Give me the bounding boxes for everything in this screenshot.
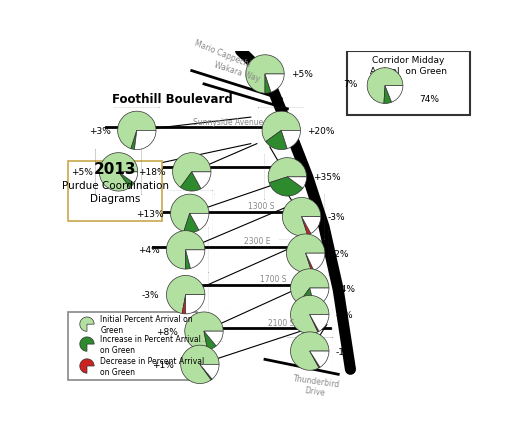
Text: Foothill Boulevard: Foothill Boulevard [112,93,233,106]
Text: +35%: +35% [313,173,341,182]
Text: 1300 S: 1300 S [248,202,274,211]
Text: -3%: -3% [142,291,160,299]
Text: 14%: 14% [336,284,356,293]
Text: +3%: +3% [89,126,111,135]
Text: +18%: +18% [138,168,166,177]
FancyBboxPatch shape [68,162,162,221]
Text: Thunderbird
Drive: Thunderbird Drive [291,373,341,399]
Text: +13%: +13% [136,209,164,218]
Text: +1%: +1% [152,360,174,369]
Text: 7%: 7% [343,80,358,89]
FancyBboxPatch shape [347,52,470,116]
Text: +5%: +5% [70,168,92,177]
Text: Purdue Coordination
Diagrams: Purdue Coordination Diagrams [62,181,169,204]
Text: -1%: -1% [336,310,353,319]
Text: Corridor Midday
Arrival  on Green: Corridor Midday Arrival on Green [370,55,447,76]
Text: +8%: +8% [156,327,178,336]
Text: Wakara Way: Wakara Way [213,61,260,84]
Text: -1%: -1% [336,347,353,356]
Text: +5%: +5% [291,70,313,79]
Text: Mario Cappechi: Mario Cappechi [193,38,251,69]
FancyBboxPatch shape [68,312,197,381]
Text: 74%: 74% [419,95,439,104]
Text: Increase in Percent Arrival
on Green: Increase in Percent Arrival on Green [100,334,201,354]
Text: 1700 S: 1700 S [260,275,286,284]
Text: +20%: +20% [307,126,335,135]
Text: 2300 E: 2300 E [244,237,270,246]
Text: Sunnyside Avenue: Sunnyside Avenue [193,117,264,126]
Text: -2%: -2% [332,249,349,258]
Text: Initial Percent Arrival on
Green: Initial Percent Arrival on Green [100,314,193,335]
Text: 2100 S: 2100 S [268,319,295,327]
Text: 2013: 2013 [94,162,136,177]
Text: Decrease in Percent Arrival
on Green: Decrease in Percent Arrival on Green [100,356,204,376]
Text: -3%: -3% [328,213,345,221]
Text: +4%: +4% [138,246,160,255]
